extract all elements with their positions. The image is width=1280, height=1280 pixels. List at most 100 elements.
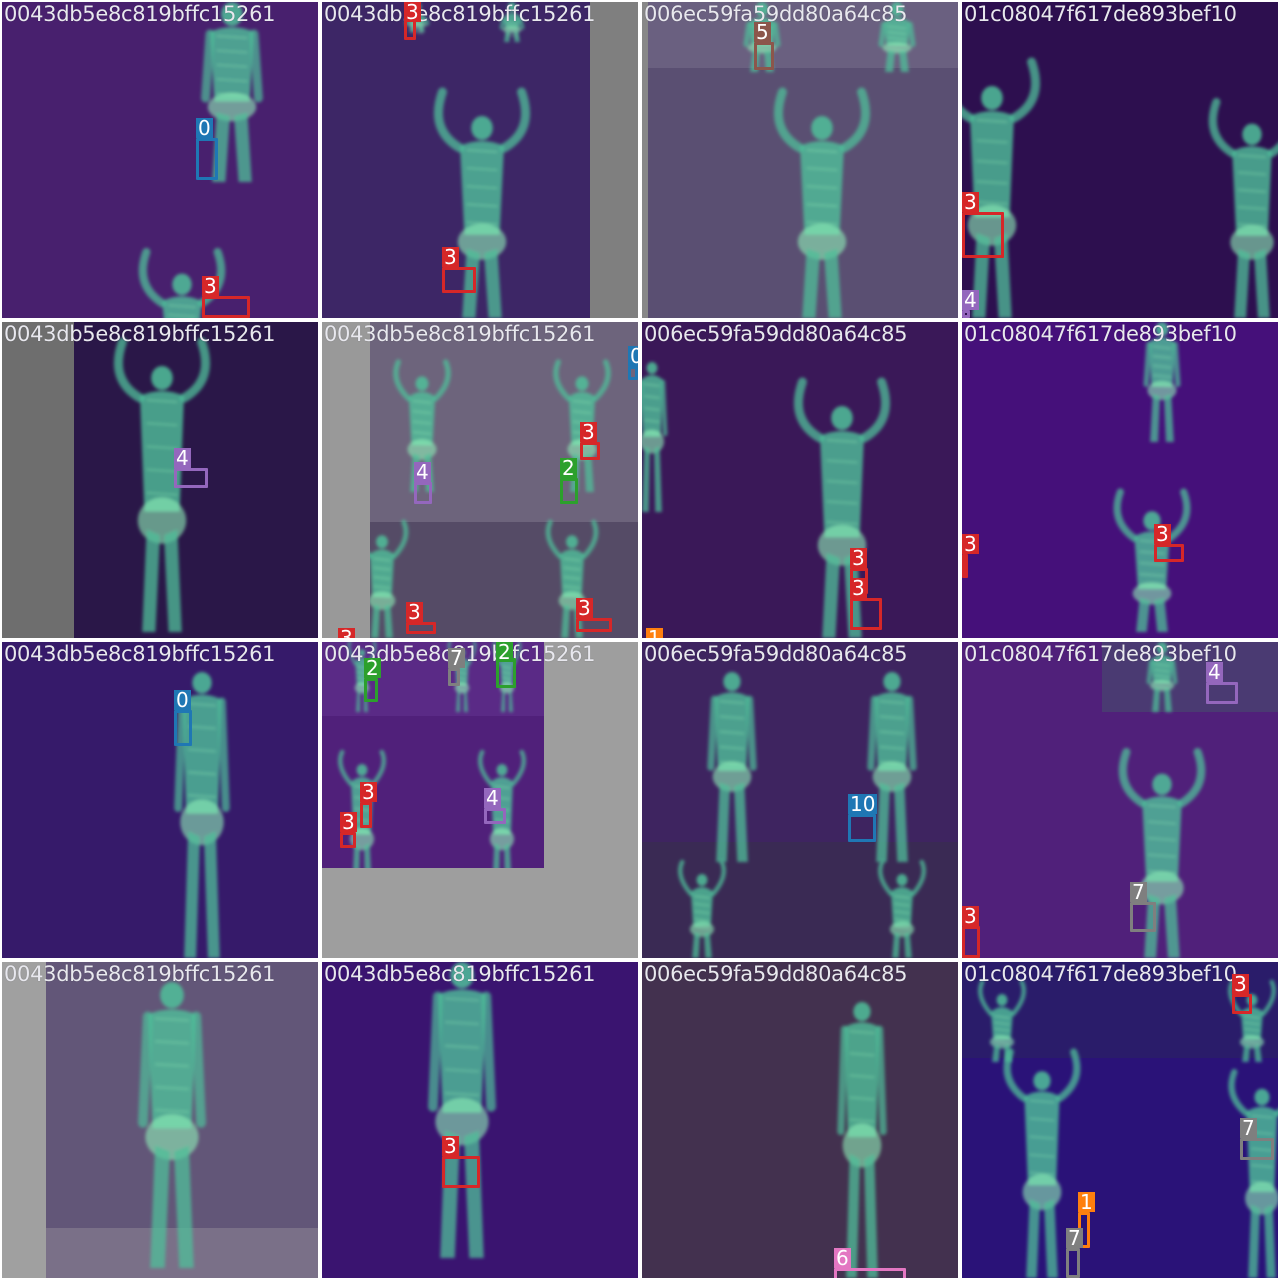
detection-box [360, 802, 372, 828]
scan-tile: 0043db5e8c819bffc15261272334 [322, 642, 638, 958]
detection-box [364, 678, 378, 702]
body-scan-figure [1146, 642, 1178, 712]
detection-box [442, 1156, 480, 1188]
detection-box [962, 926, 980, 958]
body-scan-figure [1003, 1048, 1081, 1278]
detection-box [196, 138, 218, 180]
body-scan-figure [773, 87, 871, 318]
detection-class-label: 3 [340, 810, 357, 834]
body-scan-figure [355, 519, 409, 638]
tile-filename: 0043db5e8c819bffc15261 [4, 962, 276, 986]
detection-class-label: 7 [1130, 880, 1147, 904]
detection-class-label: 3 [850, 576, 867, 600]
scan-tile: 0043db5e8c819bffc15261 0 3 2 4 3 3 3 [322, 322, 638, 638]
detection-class-label: 0 [628, 346, 638, 366]
scan-background [642, 962, 958, 1278]
detection-class-label: 7 [448, 646, 465, 670]
detection-class-label: 4 [484, 786, 501, 810]
scan-tile: 0043db5e8c819bffc15261 4 [2, 322, 318, 638]
scan-image [642, 2, 958, 318]
detection-class-label: 2 [560, 456, 577, 480]
body-scan-figure [138, 982, 206, 1268]
detection-box [560, 478, 578, 504]
scan-image [642, 962, 958, 1278]
scan-background [2, 642, 318, 958]
detection-class-label: 0 [196, 116, 213, 140]
detection-class-label: 3 [404, 2, 421, 24]
detection-class-label: 1 [646, 628, 663, 638]
scan-tile: 0043db5e8c819bffc15261 3 3 [322, 2, 638, 318]
detection-box [202, 296, 250, 318]
tile-filename: 01c08047f617de893bef10 [964, 642, 1237, 666]
body-scan-figure [1118, 747, 1206, 958]
detection-box [1232, 994, 1252, 1014]
body-scan-figure [428, 962, 496, 1258]
mosaic-subcrop [1102, 642, 1278, 712]
detection-box [962, 212, 1004, 258]
scan-background [962, 322, 1278, 638]
detection-box [628, 366, 638, 380]
detection-box [848, 814, 876, 842]
padding-band [642, 2, 648, 318]
body-scan-figure [878, 2, 916, 72]
tile-filename: 006ec59fa59dd80a64c85 [644, 642, 908, 666]
tile-filename: 01c08047f617de893bef10 [964, 2, 1237, 26]
detection-box [1066, 1248, 1080, 1278]
scan-image [322, 642, 638, 958]
body-scan-figure [138, 247, 226, 318]
scan-background [2, 2, 318, 318]
detection-box [448, 668, 460, 686]
detection-class-label: 3 [202, 274, 219, 298]
scan-tile: 006ec59fa59dd80a64c85 3 3 1 [642, 322, 958, 638]
detection-box [962, 310, 970, 318]
detection-class-label: 4 [414, 460, 431, 484]
detection-class-label: 1 [1078, 1190, 1095, 1214]
body-scan-figure [962, 57, 1041, 318]
scan-image [322, 322, 638, 638]
body-scan-figure [642, 362, 668, 512]
scan-image [322, 2, 638, 318]
detection-class-label: 10 [848, 792, 878, 816]
detection-class-label: 7 [1066, 1226, 1083, 1250]
scan-image [2, 962, 318, 1278]
detection-class-label: 3 [1232, 972, 1249, 996]
padding-band [322, 868, 638, 958]
scan-image [642, 642, 958, 958]
body-scan-figure [867, 672, 917, 862]
body-scan-figure [1228, 979, 1276, 1062]
scan-tile: 006ec59fa59dd80a64c85 10 [642, 642, 958, 958]
tile-filename: 006ec59fa59dd80a64c85 [644, 2, 908, 26]
detection-box [834, 1268, 906, 1278]
body-scan-figure [1143, 322, 1181, 442]
detection-class-label: 2 [364, 656, 381, 680]
body-scan-figure [174, 672, 230, 958]
scan-background [962, 2, 1278, 318]
detection-class-label: 4 [962, 288, 979, 312]
scan-image [322, 962, 638, 1278]
body-scan-figure [113, 337, 211, 632]
scan-tile: 01c08047f617de893bef10 3 3 [962, 322, 1278, 638]
scan-image [2, 2, 318, 318]
detection-box [580, 442, 600, 460]
detection-class-label: 2 [496, 642, 513, 664]
detection-box [442, 267, 476, 293]
body-scan-figure [707, 672, 757, 862]
scan-tile: 01c08047f617de893bef10 3 4 [962, 2, 1278, 318]
tile-filename: 0043db5e8c819bffc15261 [324, 962, 596, 986]
tile-filename: 0043db5e8c819bffc15261 [324, 322, 596, 346]
padding-band [590, 2, 638, 318]
detection-class-label: 3 [850, 546, 867, 570]
body-scan-figure [678, 859, 726, 958]
scan-tile: 006ec59fa59dd80a64c85 6 [642, 962, 958, 1278]
detection-box [484, 808, 506, 824]
scan-tile: 01c08047f617de893bef10 4 7 3 [962, 642, 1278, 958]
body-scan-figure [499, 2, 525, 42]
tile-filename: 01c08047f617de893bef10 [964, 322, 1237, 346]
detection-class-label: 4 [1206, 660, 1223, 684]
body-scan-figure [492, 642, 522, 712]
body-scan-figure [837, 1002, 887, 1278]
detection-class-label: 6 [834, 1246, 851, 1270]
detection-class-label: 3 [580, 420, 597, 444]
detection-class-label: 3 [338, 628, 355, 638]
